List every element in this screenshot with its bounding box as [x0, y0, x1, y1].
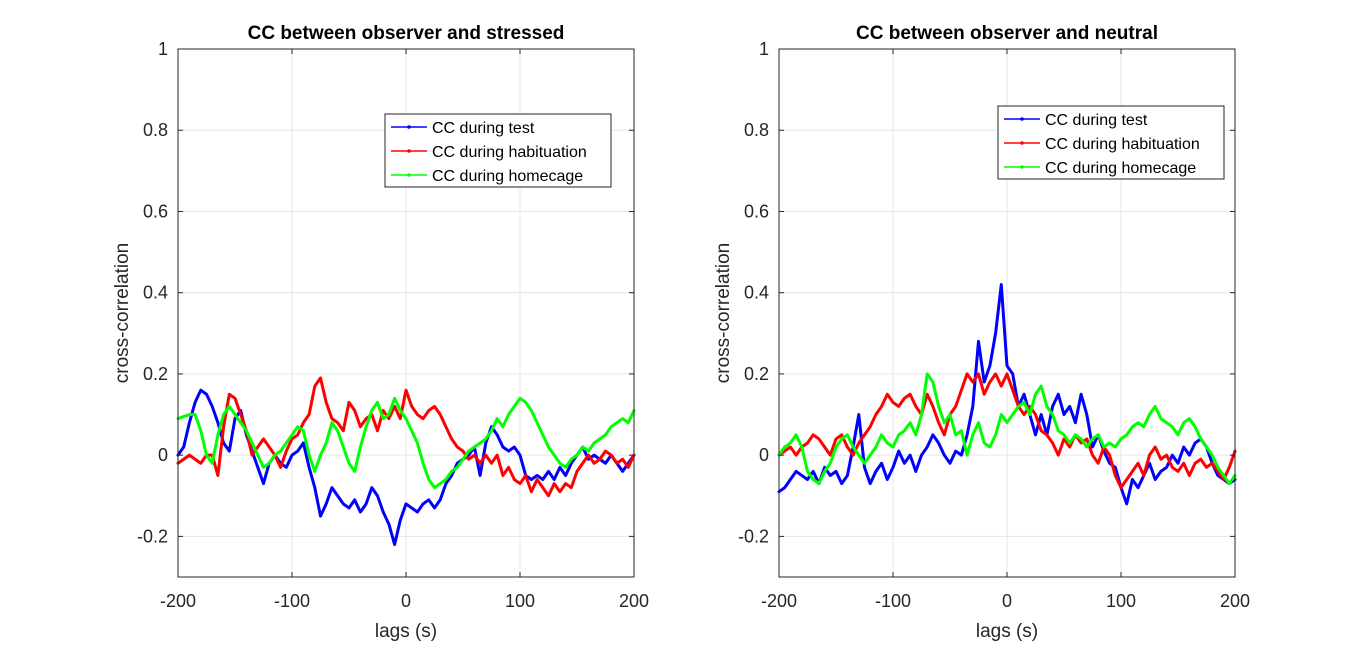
legend: CC during test CC during habituation CC du…	[997, 105, 1225, 180]
y-axis-label: cross-correlation	[713, 243, 734, 383]
y-tick-label: 0.4	[143, 283, 168, 303]
y-tick-label: 0.4	[744, 283, 769, 303]
y-axis-label: cross-correlation	[112, 243, 133, 383]
x-tick-label: -200	[160, 591, 196, 611]
legend-marker-habituation	[1020, 141, 1024, 145]
y-tick-label: -0.2	[137, 526, 168, 546]
x-tick-label: 200	[619, 591, 649, 611]
y-tick-label: 1	[759, 39, 769, 59]
x-tick-label: -100	[274, 591, 310, 611]
legend-label-test: CC during test	[1045, 112, 1148, 129]
legend-marker-test	[1020, 117, 1024, 121]
x-axis-label: lags (s)	[976, 621, 1038, 642]
chart-title: CC between observer and neutral	[856, 23, 1158, 44]
chart-panel-stressed: -200 -100 0 100 200 -0.2 0 0.2 0.4 0.6 0.8 1 CC betw…	[112, 23, 649, 642]
x-tick-label: 100	[1106, 591, 1136, 611]
series-line-habituation	[176, 376, 636, 498]
y-tick-label: -0.2	[738, 526, 769, 546]
x-tick-label: -100	[875, 591, 911, 611]
legend-marker-homecage	[1020, 165, 1024, 169]
legend-label-habituation: CC during habituation	[432, 144, 587, 161]
y-tick-label: 0.2	[744, 364, 769, 384]
y-tick-label: 0	[759, 445, 769, 465]
x-tick-label: 0	[401, 591, 411, 611]
x-tick-label: 0	[1002, 591, 1012, 611]
y-tick-label: 0.6	[744, 201, 769, 221]
series-line-homecage	[777, 372, 1237, 486]
legend-label-habituation: CC during habituation	[1045, 136, 1200, 153]
legend-marker-homecage	[407, 173, 411, 177]
legend: CC during test CC during habituation CC du…	[384, 113, 612, 188]
y-tick-label: 1	[158, 39, 168, 59]
legend-label-homecage: CC during homecage	[1045, 160, 1196, 177]
y-tick-label: 0.8	[744, 120, 769, 140]
legend-marker-habituation	[407, 149, 411, 153]
y-tick-label: 0	[158, 445, 168, 465]
legend-label-test: CC during test	[432, 120, 535, 137]
legend-marker-test	[407, 125, 411, 129]
series-line-homecage	[176, 396, 636, 490]
y-tick-label: 0.8	[143, 120, 168, 140]
y-tick-label: 0.6	[143, 201, 168, 221]
x-axis-label: lags (s)	[375, 621, 437, 642]
y-tick-label: 0.2	[143, 364, 168, 384]
x-tick-label: -200	[761, 591, 797, 611]
series-line-test	[777, 283, 1237, 506]
x-tick-label: 100	[505, 591, 535, 611]
series-line-test	[176, 388, 636, 547]
chart-panel-neutral: -200 -100 0 100 200 -0.2 0 0.2 0.4 0.6 0.8 1 CC betw…	[713, 23, 1250, 642]
legend-label-homecage: CC during homecage	[432, 168, 583, 185]
chart-title: CC between observer and stressed	[248, 23, 565, 44]
x-tick-label: 200	[1220, 591, 1250, 611]
